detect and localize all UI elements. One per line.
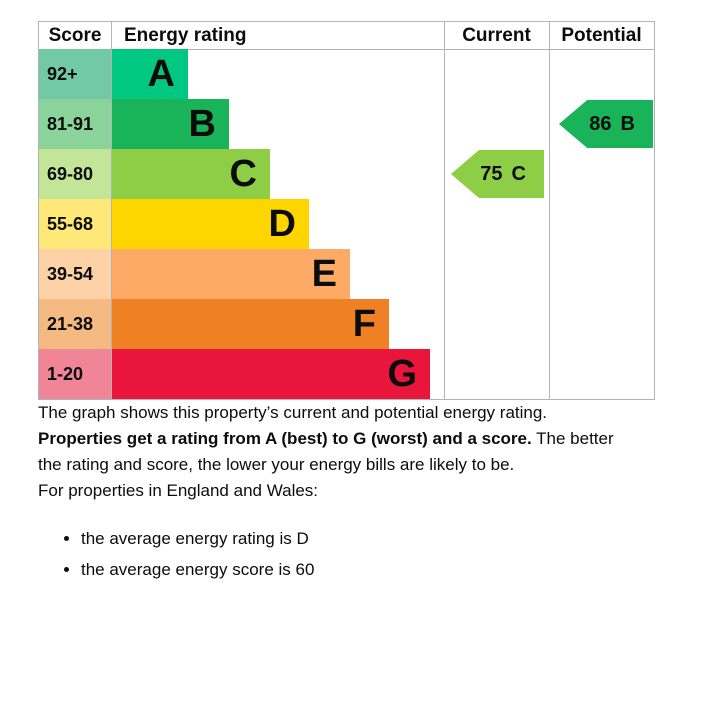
potential-column-divider <box>549 22 550 399</box>
band-row-b: 81-91 B <box>39 99 654 149</box>
potential-rating-arrow: 86 B <box>559 100 653 148</box>
band-row-d: 55-68 D <box>39 199 654 249</box>
score-column-header: Score <box>48 25 102 46</box>
rating-explanation-line2: the rating and score, the lower your ene… <box>38 455 515 474</box>
graph-description: The graph shows this property’s current … <box>38 403 548 422</box>
current-column-divider <box>444 22 445 399</box>
band-letter-c: C <box>229 153 257 195</box>
band-letter-f: F <box>352 303 376 345</box>
potential-column-header: Potential <box>561 25 642 46</box>
description-section: The graph shows this property’s current … <box>38 400 683 583</box>
region-line: For properties in England and Wales: <box>38 481 319 500</box>
band-row-f: 21-38 F <box>39 299 654 349</box>
rating-explanation: Properties get a rating from A (best) to… <box>38 426 683 478</box>
rating-bar-c: C <box>112 149 270 199</box>
current-column-header: Current <box>462 25 531 46</box>
rating-bar-d: D <box>112 199 309 249</box>
rating-bar-b: B <box>112 99 229 149</box>
rating-explanation-line1: Properties get a rating from A (best) to… <box>38 426 683 452</box>
energy-rating-chart: Score Energy rating Current Potential 92… <box>38 21 655 400</box>
score-range-e: 39-54 <box>39 249 111 299</box>
band-letter-b: B <box>188 103 216 145</box>
score-range-g: 1-20 <box>39 349 111 399</box>
band-row-c: 69-80 C <box>39 149 654 199</box>
band-letter-e: E <box>311 253 337 295</box>
score-range-f: 21-38 <box>39 299 111 349</box>
rating-bar-a: A <box>112 49 188 99</box>
score-range-b: 81-91 <box>39 99 111 149</box>
rating-explanation-bold: Properties get a rating from A (best) to… <box>38 429 532 448</box>
current-letter: C <box>511 162 526 185</box>
rating-bar-e: E <box>112 249 350 299</box>
band-letter-g: G <box>387 353 417 395</box>
score-column-divider <box>111 22 112 399</box>
potential-score: 86 <box>589 112 612 135</box>
band-letter-a: A <box>147 53 175 95</box>
score-range-a: 92+ <box>39 49 111 99</box>
energy-rating-column-header: Energy rating <box>124 25 247 46</box>
band-row-g: 1-20 G <box>39 349 654 399</box>
score-range-d: 55-68 <box>39 199 111 249</box>
average-rating-item: the average energy rating is D <box>81 526 683 552</box>
band-letter-d: D <box>268 203 296 245</box>
rating-explanation-rest1: The better <box>536 429 614 448</box>
band-row-a: 92+ A <box>39 49 654 99</box>
average-score-item: the average energy score is 60 <box>81 557 683 583</box>
score-range-c: 69-80 <box>39 149 111 199</box>
header-separator-line <box>39 49 654 50</box>
current-score: 75 <box>480 162 503 185</box>
band-row-e: 39-54 E <box>39 249 654 299</box>
potential-letter: B <box>620 112 635 135</box>
averages-list: the average energy rating is D the avera… <box>38 526 683 583</box>
rating-bar-f: F <box>112 299 389 349</box>
rating-bar-g: G <box>112 349 430 399</box>
